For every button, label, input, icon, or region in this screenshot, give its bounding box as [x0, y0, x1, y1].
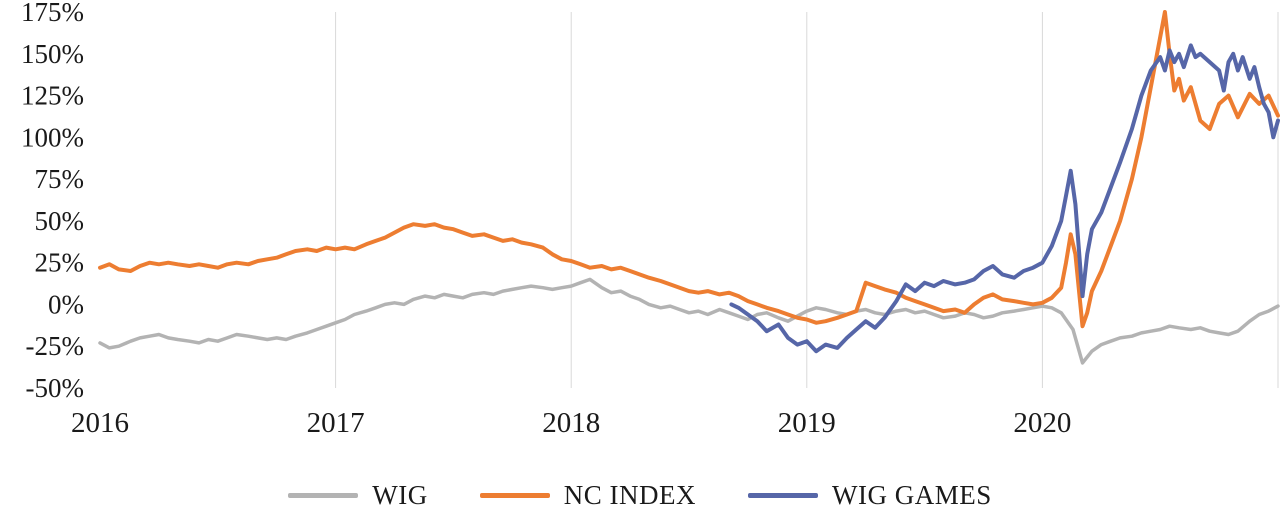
series-line-wig: [98, 277, 1280, 365]
chart-plot-area: 175% 150% 125% 100% 75% 50% 25% 0% -25% -50% 2016 2…: [21, 0, 1280, 439]
y-axis-tick-label: -25%: [26, 331, 84, 361]
legend-item-nc-index: NC INDEX: [479, 480, 696, 511]
legend-label-wig: WIG: [372, 480, 428, 510]
x-axis-tick-label: 2017: [307, 407, 365, 439]
series-line-nc-index: [98, 10, 1280, 329]
legend-item-wig: WIG: [288, 480, 427, 511]
y-axis-tick-label: 100%: [21, 122, 84, 152]
chart-legend: WIG NC INDEX WIG GAMES: [0, 480, 1280, 511]
x-axis-tick-label: 2018: [542, 407, 600, 439]
legend-swatch-wig-games: [747, 493, 818, 498]
legend-label-wig-games: WIG GAMES: [831, 480, 992, 510]
legend-swatch-nc-index: [479, 493, 550, 498]
legend-item-wig-games: WIG GAMES: [747, 480, 992, 511]
y-axis-tick-label: 0%: [48, 289, 84, 319]
series-line-wig-games: [729, 43, 1280, 354]
x-axis-tick-label: 2020: [1013, 407, 1071, 439]
y-axis-tick-label: 175%: [21, 0, 84, 27]
x-axis-tick-label: 2016: [71, 407, 129, 439]
legend-swatch-wig: [288, 493, 359, 498]
y-axis-tick-label: 150%: [21, 39, 84, 69]
y-axis-tick-label: 125%: [21, 81, 84, 111]
y-axis-tick-label: -50%: [26, 373, 84, 403]
y-axis-tick-label: 50%: [35, 206, 85, 236]
y-axis-tick-label: 25%: [35, 248, 85, 278]
x-axis-tick-label: 2019: [778, 407, 836, 439]
legend-label-nc-index: NC INDEX: [563, 480, 696, 510]
y-axis-tick-label: 75%: [35, 164, 85, 194]
